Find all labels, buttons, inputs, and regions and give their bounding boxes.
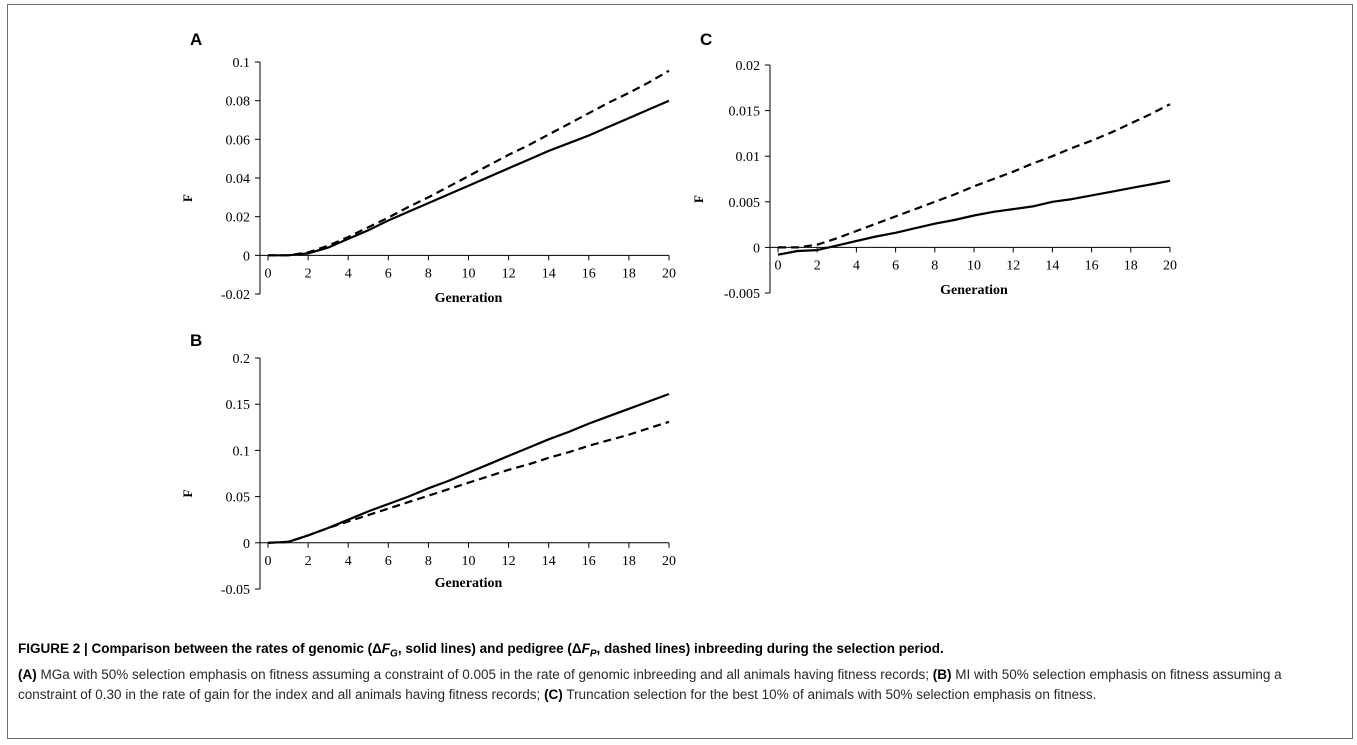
y-tick-label: 0.04 bbox=[226, 172, 251, 187]
x-axis-label: Generation bbox=[435, 576, 503, 591]
y-tick-label: 0.15 bbox=[226, 398, 251, 413]
x-tick-label: 2 bbox=[305, 554, 312, 569]
panel-letter-c: C bbox=[700, 30, 713, 49]
y-tick-label: -0.005 bbox=[724, 287, 760, 302]
y-axis-label: F bbox=[691, 195, 706, 203]
x-tick-label: 2 bbox=[814, 258, 821, 273]
x-tick-label: 8 bbox=[931, 258, 938, 273]
x-tick-label: 14 bbox=[542, 266, 556, 281]
caption-label-c: (C) bbox=[544, 686, 563, 702]
x-tick-label: 10 bbox=[967, 258, 981, 273]
y-tick-label: 0.08 bbox=[226, 95, 251, 110]
x-tick-label: 12 bbox=[1006, 258, 1020, 273]
y-tick-label: 0.1 bbox=[233, 444, 251, 459]
figure-caption: FIGURE 2 | Comparison between the rates … bbox=[18, 639, 1340, 705]
y-tick-label: 0.06 bbox=[226, 133, 251, 148]
x-tick-label: 20 bbox=[1163, 258, 1177, 273]
x-tick-label: 6 bbox=[385, 554, 392, 569]
y-tick-label: 0.005 bbox=[729, 196, 761, 211]
panel-letter-b: B bbox=[190, 331, 203, 350]
y-tick-label: 0 bbox=[243, 249, 250, 264]
series-line-dashed bbox=[268, 69, 670, 257]
y-tick-label: 0.2 bbox=[233, 352, 251, 367]
x-tick-label: 4 bbox=[853, 258, 860, 273]
x-tick-label: 14 bbox=[542, 554, 556, 569]
chart-svg-b: -0.05 0 0.05 0.1 0.15 0.2 0 2 4 6 8 10 12 14 16 18 20 Gen… bbox=[180, 352, 676, 598]
x-tick-label: 20 bbox=[662, 266, 676, 281]
x-axis-label: Generation bbox=[940, 283, 1008, 298]
x-tick-label: 14 bbox=[1045, 258, 1059, 273]
figure-frame bbox=[7, 4, 1353, 739]
series-line-solid bbox=[268, 99, 670, 257]
y-tick-label: 0.05 bbox=[226, 491, 251, 506]
x-tick-label: 4 bbox=[345, 554, 352, 569]
x-tick-label: 0 bbox=[775, 258, 782, 273]
x-tick-label: 8 bbox=[425, 266, 432, 281]
y-tick-label: -0.02 bbox=[221, 288, 250, 303]
x-tick-label: 20 bbox=[662, 554, 676, 569]
y-tick-label: 0.015 bbox=[729, 105, 761, 120]
caption-label-b: (B) bbox=[932, 666, 952, 682]
y-tick-label: 0.1 bbox=[233, 56, 251, 71]
x-tick-label: 2 bbox=[305, 266, 312, 281]
series-line-solid bbox=[777, 179, 1171, 256]
x-tick-label: 16 bbox=[582, 266, 596, 281]
y-axis-label: F bbox=[180, 489, 195, 497]
x-tick-label: 18 bbox=[622, 266, 636, 281]
y-tick-label: 0.01 bbox=[736, 150, 761, 165]
y-tick-label: 0 bbox=[753, 241, 760, 256]
x-tick-label: 8 bbox=[425, 554, 432, 569]
caption-body: (A) MGa with 50% selection emphasis on f… bbox=[18, 666, 1282, 702]
x-tick-label: 6 bbox=[385, 266, 392, 281]
panel-letter-a: A bbox=[190, 30, 203, 49]
x-tick-label: 4 bbox=[345, 266, 352, 281]
chart-svg-a: -0.02 0 0.02 0.04 0.06 0.08 0.1 0 2 4 6 8 10 12 14 16 18… bbox=[180, 56, 676, 306]
x-tick-label: 16 bbox=[582, 554, 596, 569]
x-tick-label: 12 bbox=[502, 266, 516, 281]
x-tick-label: 18 bbox=[622, 554, 636, 569]
x-tick-label: 6 bbox=[892, 258, 899, 273]
y-tick-label: 0.02 bbox=[736, 59, 761, 74]
series-line-dashed bbox=[778, 103, 1171, 249]
y-axis-label: F bbox=[180, 194, 195, 202]
x-tick-label: 0 bbox=[265, 554, 272, 569]
x-tick-label: 12 bbox=[502, 554, 516, 569]
caption-label-a: (A) bbox=[18, 666, 37, 682]
caption-title: FIGURE 2 | Comparison between the rates … bbox=[18, 641, 944, 660]
x-axis-label: Generation bbox=[435, 291, 503, 306]
x-tick-label: 16 bbox=[1085, 258, 1099, 273]
series-line-dashed bbox=[267, 420, 670, 544]
chart-svg-c: -0.005 0 0.005 0.01 0.015 0.02 0 2 4 6 8 10 12 14 16 18… bbox=[691, 59, 1177, 302]
x-tick-label: 10 bbox=[462, 266, 476, 281]
y-tick-label: -0.05 bbox=[221, 583, 250, 598]
x-tick-label: 10 bbox=[462, 554, 476, 569]
x-tick-label: 0 bbox=[265, 266, 272, 281]
y-tick-label: 0 bbox=[243, 537, 250, 552]
x-tick-label: 18 bbox=[1124, 258, 1138, 273]
y-tick-label: 0.02 bbox=[226, 211, 251, 226]
